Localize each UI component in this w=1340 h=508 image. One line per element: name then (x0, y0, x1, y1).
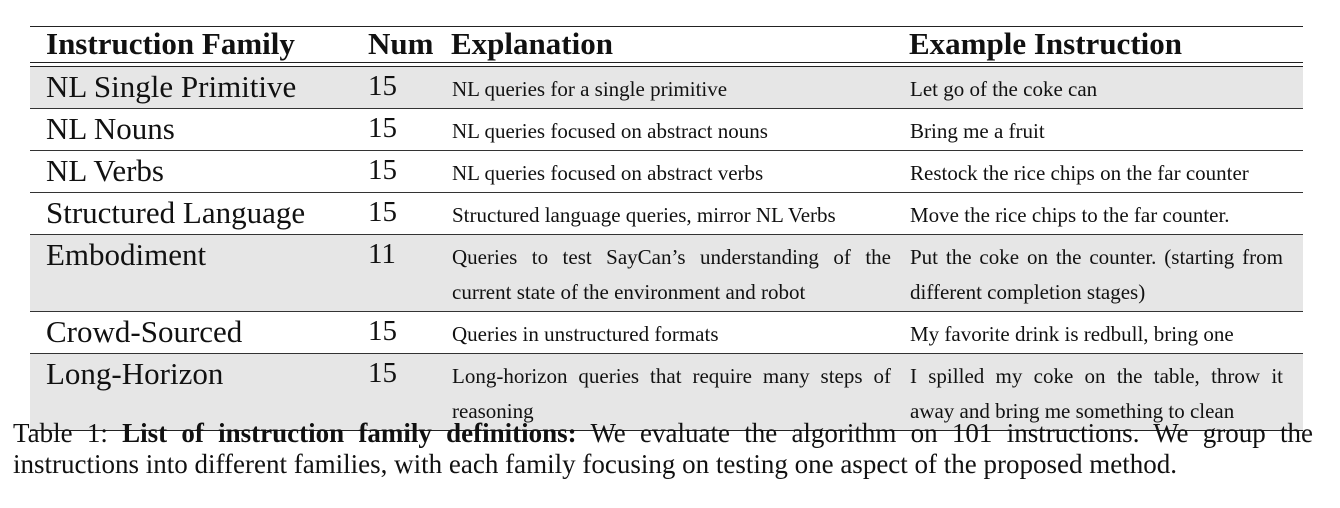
row-example: Put the coke on the counter. (starting f… (909, 234, 1303, 312)
row-num: 15 (363, 108, 451, 151)
row-family: Embodiment (30, 234, 363, 312)
row-family: Crowd-Sourced (30, 311, 363, 354)
header-explanation: Explanation (451, 26, 613, 61)
header-num: Num (368, 26, 434, 61)
table-row: Long-Horizon 15 Long-horizon queries tha… (30, 353, 1303, 431)
row-example: I spilled my coke on the table, throw it… (909, 353, 1303, 431)
row-explanation: Long-horizon queries that require many s… (451, 353, 909, 431)
table-row: NL Single Primitive 15 NL queries for a … (30, 66, 1303, 109)
row-explanation: Queries to test SayCan’s understanding o… (451, 234, 909, 312)
row-explanation: Structured language queries, mirror NL V… (451, 192, 909, 235)
row-num: 15 (363, 311, 451, 354)
row-family: NL Single Primitive (30, 66, 363, 109)
row-num: 15 (363, 66, 451, 109)
row-family: NL Nouns (30, 108, 363, 151)
row-family: Long-Horizon (30, 353, 363, 431)
caption-label: Table 1: (13, 418, 108, 448)
instruction-family-table: Instruction Family Num Explanation Examp… (30, 26, 1303, 431)
row-explanation: NL queries focused on abstract nouns (451, 108, 909, 151)
row-explanation: NL queries focused on abstract verbs (451, 150, 909, 193)
header-double-rule (30, 62, 1303, 67)
row-example: Bring me a fruit (909, 108, 1303, 151)
row-num: 15 (363, 150, 451, 193)
row-example: Let go of the coke can (909, 66, 1303, 109)
row-explanation: NL queries for a single primitive (451, 66, 909, 109)
header-example-instruction: Example Instruction (909, 26, 1182, 61)
caption-text: We evaluate the algorithm on 101 instruc… (13, 418, 1314, 479)
table-caption: Table 1: List of instruction family defi… (13, 418, 1313, 480)
row-num: 15 (363, 192, 451, 235)
row-explanation: Queries in unstructured formats (451, 311, 909, 354)
row-family: Structured Language (30, 192, 363, 235)
row-example: My favorite drink is redbull, bring one (909, 311, 1303, 354)
caption-bold-title: List of instruction family definitions: (122, 418, 577, 448)
table-row: NL Nouns 15 NL queries focused on abstra… (30, 108, 1303, 151)
table-header-row: Instruction Family Num Explanation Examp… (30, 26, 1303, 63)
header-instruction-family: Instruction Family (46, 26, 295, 61)
row-example: Move the rice chips to the far counter. (909, 192, 1303, 235)
row-num: 11 (363, 234, 451, 312)
table: Instruction Family Num Explanation Examp… (30, 26, 1303, 431)
row-family: NL Verbs (30, 150, 363, 193)
table-row: NL Verbs 15 NL queries focused on abstra… (30, 150, 1303, 193)
row-example: Restock the rice chips on the far counte… (909, 150, 1303, 193)
row-num: 15 (363, 353, 451, 431)
table-row: Crowd-Sourced 15 Queries in unstructured… (30, 311, 1303, 354)
table-row: Embodiment 11 Queries to test SayCan’s u… (30, 234, 1303, 312)
table-row: Structured Language 15 Structured langua… (30, 192, 1303, 235)
